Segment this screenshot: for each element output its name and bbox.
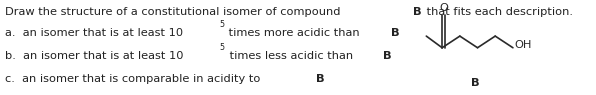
Text: 5: 5 [219,20,224,29]
Text: O: O [439,3,448,13]
Text: times less acidic than: times less acidic than [226,51,356,61]
Text: B: B [383,51,392,61]
Text: B: B [316,74,325,84]
Text: Draw the structure of a constitutional isomer of compound: Draw the structure of a constitutional i… [5,7,344,17]
Text: c.  an isomer that is comparable in acidity to: c. an isomer that is comparable in acidi… [5,74,264,84]
Text: B: B [392,28,400,38]
Text: 5: 5 [220,43,225,52]
Text: B: B [471,78,479,88]
Text: that fits each description.: that fits each description. [423,7,573,17]
Text: OH: OH [514,40,532,50]
Text: B: B [412,7,421,17]
Text: b.  an isomer that is at least 10: b. an isomer that is at least 10 [5,51,184,61]
Text: a.  an isomer that is at least 10: a. an isomer that is at least 10 [5,28,183,38]
Text: times more acidic than: times more acidic than [225,28,364,38]
